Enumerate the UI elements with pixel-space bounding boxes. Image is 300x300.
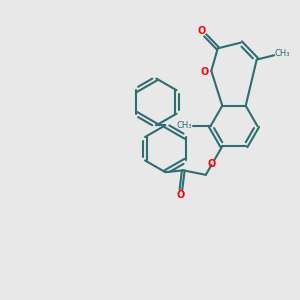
Text: CH₃: CH₃ <box>176 122 192 130</box>
Text: O: O <box>197 26 206 37</box>
Text: O: O <box>177 190 185 200</box>
Text: O: O <box>208 160 216 170</box>
Text: CH₃: CH₃ <box>274 49 290 58</box>
Text: O: O <box>201 68 209 77</box>
